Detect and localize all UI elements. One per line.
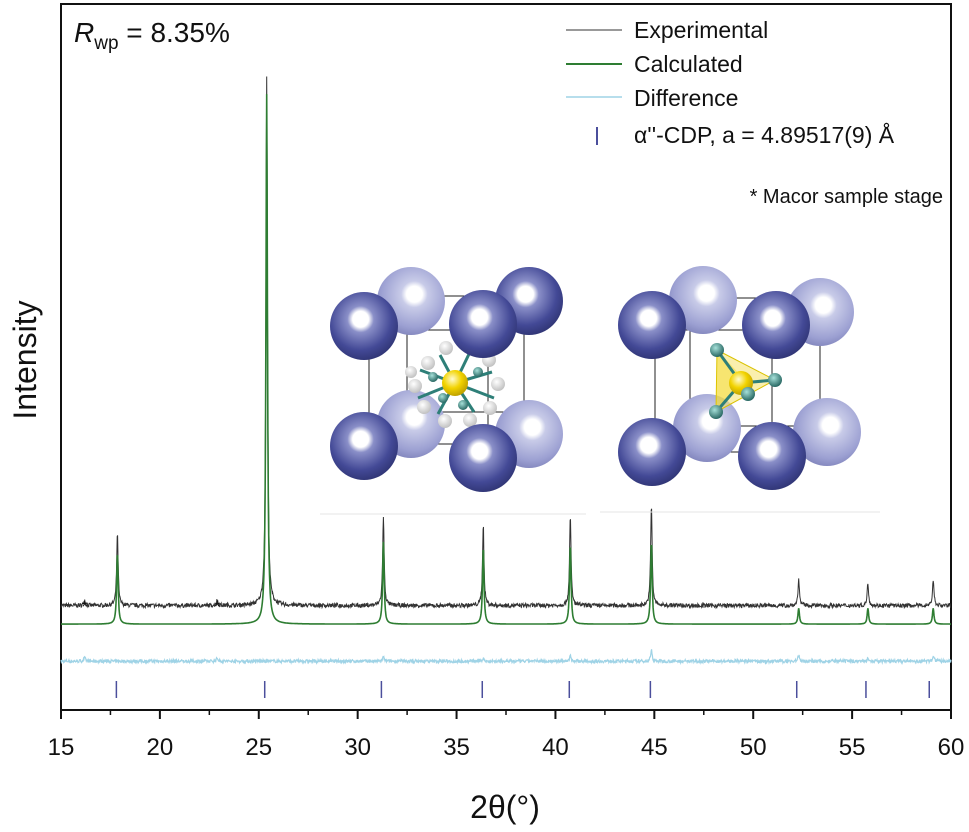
hydrogen-atom xyxy=(417,400,431,414)
rwp-value: = 8.35% xyxy=(119,17,230,48)
x-axis-title: 2θ(°) xyxy=(470,789,540,825)
ligand-atom xyxy=(768,373,782,387)
calculated-curve xyxy=(61,94,951,625)
cation-sphere xyxy=(738,422,806,490)
experimental-curve xyxy=(60,76,952,610)
hydrogen-atom xyxy=(438,414,452,428)
legend-label-difference: Difference xyxy=(634,85,738,111)
x-tick-label: 45 xyxy=(641,734,668,761)
macor-note: * Macor sample stage xyxy=(750,186,943,208)
hydrogen-atom xyxy=(421,356,435,370)
cation-sphere xyxy=(330,412,398,480)
x-tick-label: 25 xyxy=(245,734,272,761)
structure-inset-ordered xyxy=(600,266,880,513)
impurity-asterisk: * xyxy=(82,599,88,616)
x-tick-label: 40 xyxy=(542,734,569,761)
x-axis: 15 20 25 30 35 40 45 50 55 60 xyxy=(48,710,965,761)
disordered-anion-cluster xyxy=(405,339,505,428)
x-tick-label: 60 xyxy=(938,734,965,761)
ligand-atom xyxy=(458,400,468,410)
legend: Experimental Calculated Difference α''-C… xyxy=(566,17,943,208)
ligand-atom xyxy=(709,405,723,419)
impurity-markers: * * xyxy=(82,599,221,616)
cation-sphere xyxy=(618,291,686,359)
difference-curve xyxy=(60,649,952,666)
impurity-asterisk: * xyxy=(214,599,220,616)
ligand-atom xyxy=(438,393,448,403)
structure-inset-disordered xyxy=(320,267,586,515)
hydrogen-atom xyxy=(463,413,477,427)
ligand-atom xyxy=(741,387,755,401)
hydrogen-atom xyxy=(439,341,453,355)
cation-sphere xyxy=(618,418,686,486)
cation-sphere xyxy=(449,290,517,358)
cation-sphere xyxy=(669,266,737,334)
cation-sphere xyxy=(673,394,741,462)
cation-sphere xyxy=(449,424,517,492)
cation-sphere xyxy=(330,292,398,360)
central-atom xyxy=(442,370,468,396)
hydrogen-atom xyxy=(491,377,505,391)
ligand-atom xyxy=(473,367,483,377)
rwp-subscript: wp xyxy=(93,33,118,54)
cation-sphere xyxy=(793,398,861,466)
ligand-atom xyxy=(428,372,438,382)
hydrogen-atom xyxy=(408,379,422,393)
ligand-atom xyxy=(710,343,724,357)
hydrogen-atom xyxy=(405,366,417,378)
x-tick-label: 15 xyxy=(48,734,75,761)
legend-label-experimental: Experimental xyxy=(634,17,768,43)
x-tick-label: 35 xyxy=(443,734,470,761)
y-axis-title: Intensity xyxy=(7,300,43,419)
x-tick-label: 55 xyxy=(839,734,866,761)
legend-label-reflections: α''-CDP, a = 4.89517(9) Å xyxy=(634,121,895,148)
x-tick-label: 30 xyxy=(344,734,371,761)
hydrogen-atom xyxy=(483,401,497,415)
ordered-anion-tetrahedron xyxy=(709,343,782,419)
legend-label-calculated: Calculated xyxy=(634,51,743,77)
rwp-symbol: R xyxy=(74,17,94,48)
rwp-annotation: Rwp = 8.35% xyxy=(74,17,230,54)
cation-sphere xyxy=(742,291,810,359)
x-tick-label: 50 xyxy=(740,734,767,761)
x-tick-label: 20 xyxy=(147,734,174,761)
reflection-ticks xyxy=(115,681,930,698)
